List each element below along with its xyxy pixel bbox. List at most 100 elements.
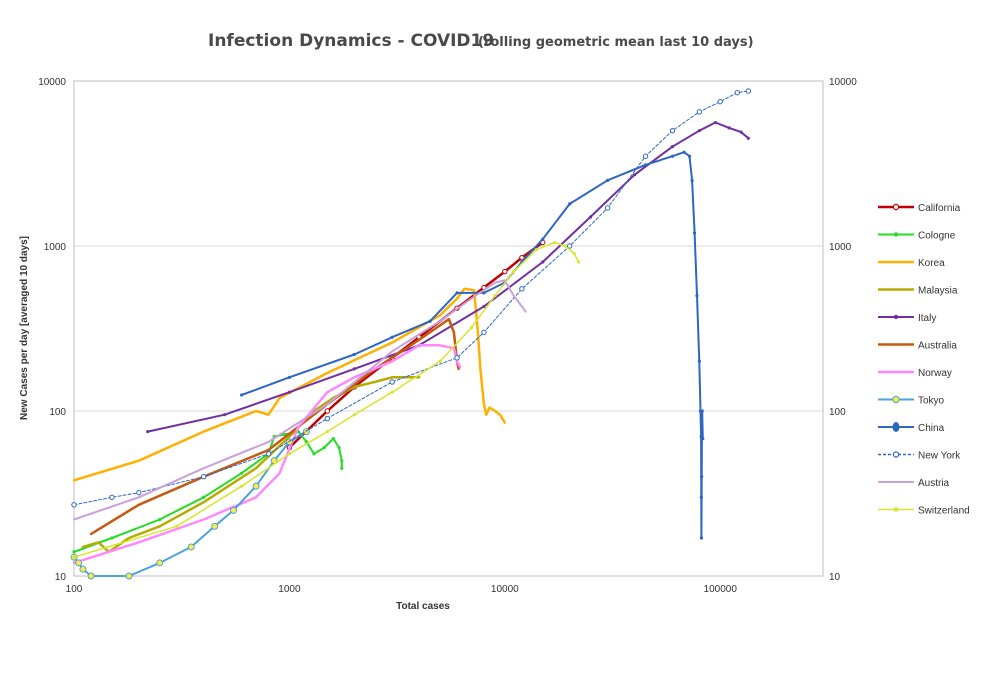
data-point-italy bbox=[352, 367, 356, 371]
data-point-california bbox=[502, 268, 508, 275]
data-point-cologne bbox=[72, 550, 76, 554]
series-line-china bbox=[240, 151, 704, 539]
series-line-italy bbox=[146, 121, 750, 433]
chart-title: Infection Dynamics - COVID19 bbox=[208, 31, 494, 51]
data-point-switzerland bbox=[325, 430, 329, 434]
series-line-australia bbox=[89, 317, 460, 536]
legend-label-australia: Australia bbox=[918, 341, 957, 352]
data-point-switzerland bbox=[175, 524, 179, 528]
chart-subtitle: (rolling geometric mean last 10 days) bbox=[478, 35, 754, 50]
data-point-china bbox=[482, 291, 486, 295]
y-tick-100: 100 bbox=[49, 407, 66, 418]
data-point-switzerland bbox=[287, 452, 292, 456]
y2-tick-1000: 1000 bbox=[829, 242, 852, 253]
data-point-new-york bbox=[604, 205, 611, 211]
data-point-new-york bbox=[519, 286, 525, 292]
series-line-switzerland bbox=[73, 241, 580, 558]
legend-item-new-york: New York bbox=[878, 451, 961, 462]
legend-item-korea: Korea bbox=[878, 258, 945, 269]
series-switzerland bbox=[72, 240, 581, 559]
data-point-switzerland bbox=[576, 260, 581, 264]
data-point-new-york bbox=[109, 494, 115, 500]
data-point-california bbox=[519, 254, 525, 261]
data-point-cologne bbox=[110, 536, 114, 540]
legend: California Cologne Korea Malaysia Italy Austr… bbox=[878, 203, 970, 517]
data-point-cologne bbox=[340, 459, 344, 463]
series-norway bbox=[72, 344, 462, 565]
data-point-china bbox=[701, 437, 705, 441]
legend-item-australia: Australia bbox=[878, 341, 957, 352]
data-point-china bbox=[541, 237, 545, 241]
legend-label-switzerland: Switzerland bbox=[918, 506, 970, 517]
data-point-tokyo bbox=[156, 559, 164, 567]
data-point-switzerland bbox=[572, 251, 576, 256]
data-point-switzerland bbox=[534, 248, 538, 252]
data-point-italy bbox=[697, 129, 701, 133]
data-point-new-york bbox=[71, 502, 77, 508]
y-tick-1000: 1000 bbox=[44, 242, 67, 253]
data-point-italy bbox=[482, 304, 486, 309]
x-tick-100000: 100000 bbox=[704, 584, 738, 595]
y-axis-label: New Cases per day [averaged 10 days] bbox=[19, 236, 30, 420]
data-point-italy bbox=[713, 120, 718, 125]
y2-tick-10000: 10000 bbox=[829, 77, 857, 88]
data-point-china bbox=[690, 178, 694, 182]
data-point-cologne bbox=[331, 437, 335, 441]
legend-label-korea: Korea bbox=[918, 258, 945, 269]
legend-marker-italy bbox=[893, 314, 899, 320]
data-point-cologne bbox=[322, 446, 326, 450]
plot-area bbox=[73, 80, 824, 577]
data-point-switzerland bbox=[493, 294, 497, 298]
data-point-italy bbox=[632, 173, 637, 177]
data-point-new-york bbox=[389, 379, 395, 385]
data-point-new-york bbox=[454, 355, 460, 361]
legend-marker-switzerland bbox=[893, 507, 899, 512]
data-point-switzerland bbox=[352, 413, 356, 417]
legend-label-italy: Italy bbox=[918, 313, 936, 324]
data-point-switzerland bbox=[390, 390, 394, 394]
data-point-new-york bbox=[265, 451, 272, 457]
series-china bbox=[240, 150, 705, 540]
legend-label-cologne: Cologne bbox=[918, 231, 956, 242]
data-point-switzerland bbox=[438, 359, 442, 363]
y2-tick-10: 10 bbox=[829, 572, 841, 583]
series-line-austria bbox=[73, 279, 527, 521]
y2-tick-100: 100 bbox=[829, 407, 846, 418]
data-point-china bbox=[692, 231, 697, 235]
legend-label-austria: Austria bbox=[918, 478, 950, 489]
data-point-china bbox=[352, 352, 356, 357]
data-point-italy bbox=[222, 413, 227, 417]
series-line-malaysia bbox=[81, 376, 421, 554]
data-point-italy bbox=[541, 260, 545, 264]
data-point-china bbox=[682, 150, 686, 154]
y-tick-10000: 10000 bbox=[38, 77, 66, 88]
data-point-china bbox=[390, 335, 394, 339]
data-point-italy bbox=[746, 136, 750, 140]
legend-label-china: China bbox=[918, 423, 945, 434]
data-point-tokyo bbox=[75, 559, 83, 567]
data-point-switzerland bbox=[563, 244, 567, 248]
data-point-china bbox=[699, 536, 704, 540]
data-point-tokyo bbox=[252, 482, 260, 490]
data-point-switzerland bbox=[72, 555, 76, 559]
legend-label-california: California bbox=[918, 203, 961, 214]
legend-item-switzerland: Switzerland bbox=[878, 506, 970, 517]
data-point-tokyo bbox=[79, 565, 87, 573]
data-point-italy bbox=[727, 126, 731, 130]
legend-label-tokyo: Tokyo bbox=[918, 396, 945, 407]
legend-item-cologne: Cologne bbox=[878, 231, 956, 242]
legend-marker-cologne bbox=[893, 232, 899, 237]
x-axis-label: Total cases bbox=[396, 601, 450, 612]
legend-item-italy: Italy bbox=[878, 313, 936, 324]
data-point-tokyo bbox=[211, 522, 219, 530]
data-point-new-york bbox=[696, 109, 703, 115]
data-point-cologne bbox=[202, 495, 206, 499]
data-point-new-york bbox=[717, 98, 723, 105]
legend-item-malaysia: Malaysia bbox=[878, 286, 958, 297]
x-tick-1000: 1000 bbox=[278, 584, 301, 595]
data-point-china bbox=[287, 375, 292, 379]
series-line-cologne bbox=[73, 430, 343, 553]
x-tick-100: 100 bbox=[66, 584, 83, 595]
legend-item-austria: Austria bbox=[878, 478, 950, 489]
